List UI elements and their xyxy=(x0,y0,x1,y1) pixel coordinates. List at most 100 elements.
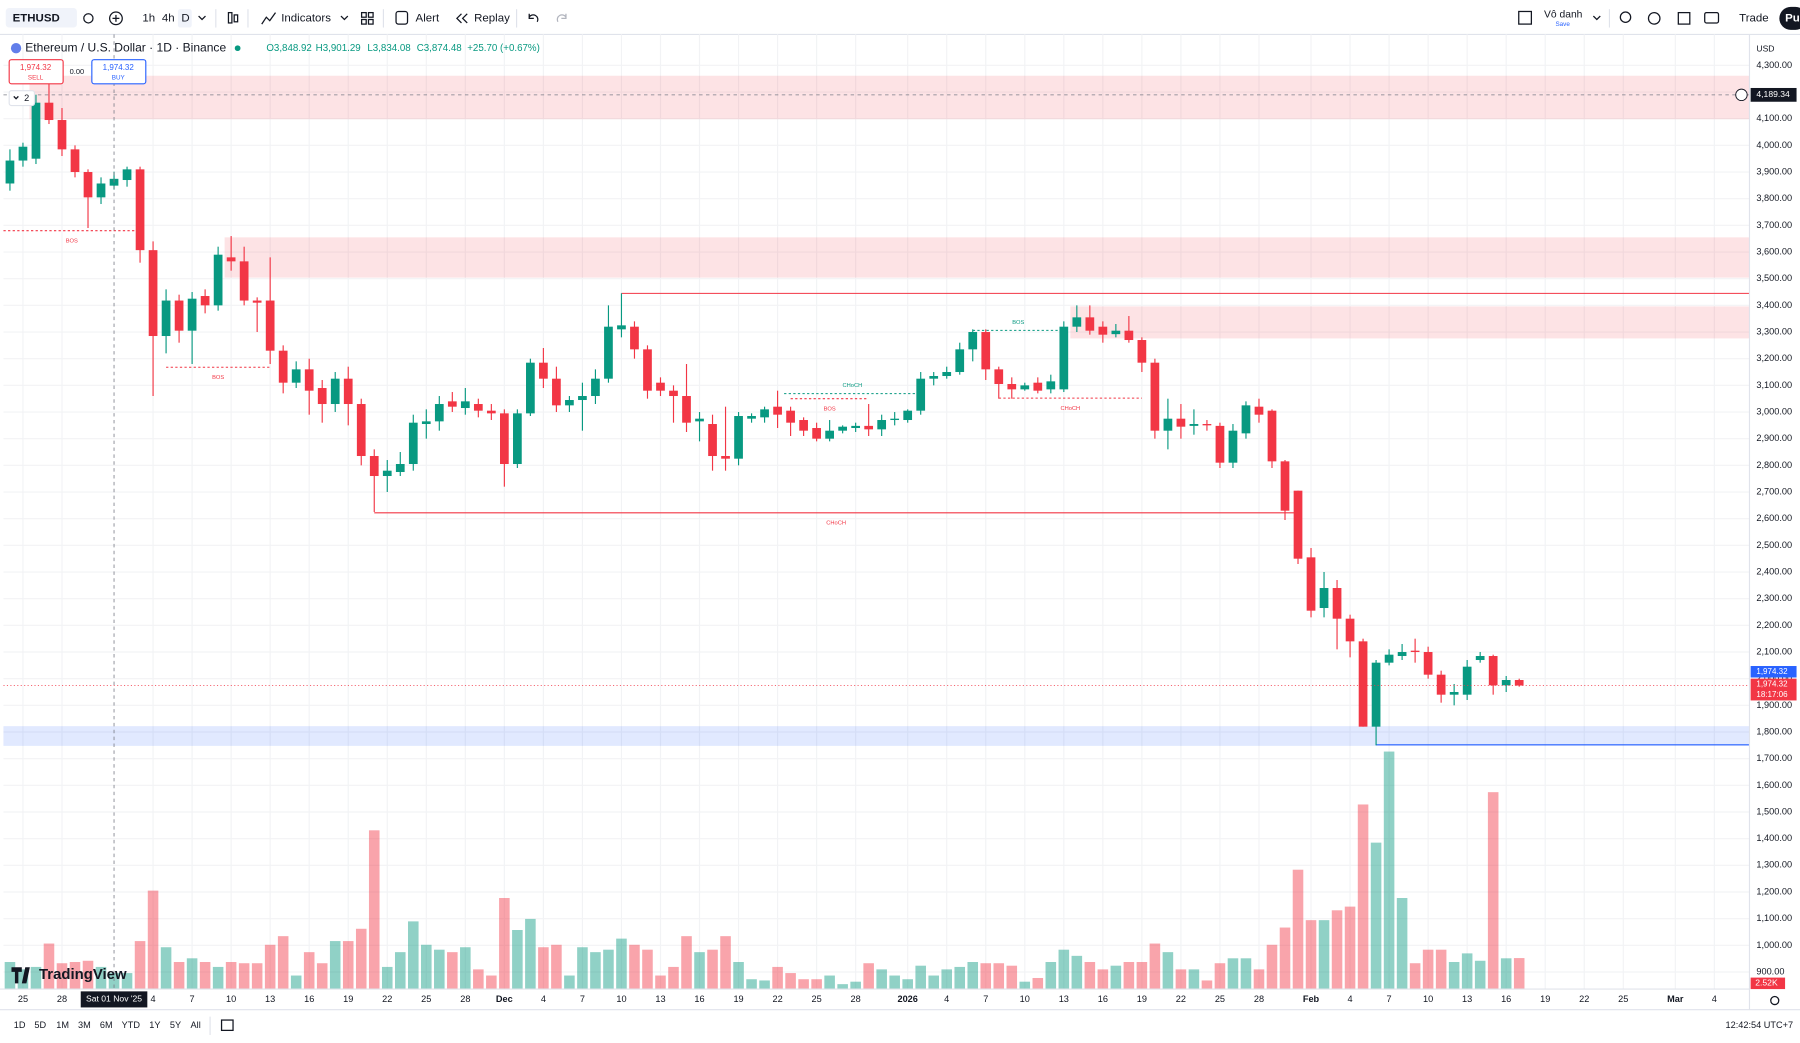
volume-bar xyxy=(616,938,627,990)
templates-icon[interactable] xyxy=(360,11,367,18)
chart-type-icon[interactable] xyxy=(233,14,239,23)
indicator-count[interactable]: 2 xyxy=(24,93,29,103)
layout-dropdown[interactable] xyxy=(1592,15,1601,21)
symbol-box[interactable] xyxy=(5,8,77,28)
candle-body xyxy=(421,421,431,425)
indicators-button[interactable]: Indicators xyxy=(281,12,331,24)
y-tick-label: 2,200.00 xyxy=(1756,620,1792,630)
candle-body xyxy=(1293,490,1303,559)
volume-bar xyxy=(1162,952,1174,990)
redo-button[interactable] xyxy=(556,13,567,23)
buy-label[interactable]: BUY xyxy=(112,75,126,82)
publish-button[interactable] xyxy=(1779,6,1800,30)
volume-bar xyxy=(1409,963,1421,990)
candle-body xyxy=(1020,385,1030,390)
save-label[interactable]: Save xyxy=(1555,21,1570,28)
candle-body xyxy=(1384,654,1394,663)
sell-button[interactable] xyxy=(8,59,64,85)
indicators-dropdown[interactable] xyxy=(340,15,349,21)
layout-icon[interactable] xyxy=(1518,10,1533,25)
replay-button[interactable]: Replay xyxy=(474,12,510,24)
x-tick-label: 22 xyxy=(1579,994,1589,1004)
crosshair-add-button[interactable] xyxy=(1735,88,1748,102)
search-button[interactable] xyxy=(1619,11,1632,24)
volume-bar xyxy=(980,963,992,990)
candle-body xyxy=(851,425,861,429)
candle-body xyxy=(1501,680,1511,686)
candle-body xyxy=(1319,588,1329,609)
volume-bar xyxy=(837,984,848,990)
range-button[interactable]: All xyxy=(191,1020,201,1030)
trade-button[interactable]: Trade xyxy=(1739,12,1769,24)
buy-price[interactable]: 1,974.32 xyxy=(103,63,135,72)
x-tick-label: 13 xyxy=(1462,994,1472,1004)
y-tick-label: 3,400.00 xyxy=(1756,300,1792,310)
sell-label[interactable]: SELL xyxy=(28,75,44,82)
logo-text: TradingView xyxy=(39,967,127,983)
templates-icon[interactable] xyxy=(367,18,374,25)
volume-bar xyxy=(199,961,211,990)
alert-icon[interactable] xyxy=(395,10,409,25)
volume-bar xyxy=(447,952,458,990)
candle-body xyxy=(773,406,782,415)
range-button[interactable]: 1Y xyxy=(149,1020,160,1030)
replay-icon[interactable] xyxy=(455,13,468,24)
candle-body xyxy=(1371,662,1381,727)
volume-bar xyxy=(824,975,835,990)
volume-bar xyxy=(251,963,263,990)
compare-button[interactable] xyxy=(108,11,123,26)
goto-date-button[interactable] xyxy=(220,1019,234,1032)
currency[interactable]: USD xyxy=(1756,44,1774,54)
volume-bar xyxy=(95,966,107,990)
y-tick-label: 4,300.00 xyxy=(1756,60,1792,70)
candle-body xyxy=(942,372,952,377)
interval[interactable]: 1h xyxy=(142,12,155,24)
volume-bar xyxy=(954,966,966,990)
x-tick-label: 4 xyxy=(1348,994,1353,1004)
templates-icon[interactable] xyxy=(367,11,374,18)
range-button[interactable]: 5Y xyxy=(170,1020,181,1030)
layout-name[interactable]: Vô danh xyxy=(1544,10,1583,21)
volume-bar xyxy=(381,966,393,990)
symbol[interactable]: ETHUSD xyxy=(13,12,60,24)
volume-bar xyxy=(1370,842,1382,990)
alert-button[interactable]: Alert xyxy=(416,12,440,24)
undo-button[interactable] xyxy=(528,13,539,23)
templates-icon[interactable] xyxy=(360,18,367,25)
interval[interactable]: D xyxy=(181,12,189,24)
candle-body xyxy=(148,250,158,337)
range-button[interactable]: 3M xyxy=(78,1020,91,1030)
symbol-icon[interactable] xyxy=(83,13,94,24)
volume-bar xyxy=(876,969,887,990)
volume-label: 2.52K xyxy=(1755,978,1778,988)
chart-type-icon[interactable] xyxy=(227,11,233,24)
candle-body xyxy=(968,332,978,350)
structure-label: BOS xyxy=(824,407,836,413)
volume-bar xyxy=(564,975,575,990)
range-button[interactable]: YTD xyxy=(122,1020,141,1030)
range-button[interactable]: 1D xyxy=(14,1020,26,1030)
buy-button[interactable] xyxy=(91,59,147,85)
volume-bar xyxy=(1435,949,1447,990)
grid-layer xyxy=(3,34,1750,990)
symbol-logo xyxy=(10,43,22,54)
y-tick-label: 3,500.00 xyxy=(1756,273,1792,283)
interval-dropdown[interactable] xyxy=(198,15,206,21)
range-button[interactable]: 6M xyxy=(100,1020,113,1030)
candle-body xyxy=(18,146,28,161)
interval[interactable]: 4h xyxy=(162,12,175,24)
range-button[interactable]: 5D xyxy=(34,1020,46,1030)
fullscreen-button[interactable] xyxy=(1677,11,1691,25)
crosshair-date-label: Sat 01 Nov '25 xyxy=(86,994,142,1004)
volume-bar xyxy=(421,944,432,990)
range-button[interactable]: 1M xyxy=(56,1020,69,1030)
x-tick-label: 25 xyxy=(1215,994,1225,1004)
sell-price[interactable]: 1,974.32 xyxy=(20,63,52,72)
settings-button[interactable] xyxy=(1647,11,1661,25)
indicators-icon[interactable] xyxy=(261,12,277,25)
indicators-toggle[interactable] xyxy=(8,90,36,107)
screenshot-button[interactable] xyxy=(1704,11,1720,24)
candle-body xyxy=(799,420,808,431)
publish-label[interactable]: Pu xyxy=(1785,12,1800,24)
axis-settings[interactable] xyxy=(1770,995,1780,1006)
